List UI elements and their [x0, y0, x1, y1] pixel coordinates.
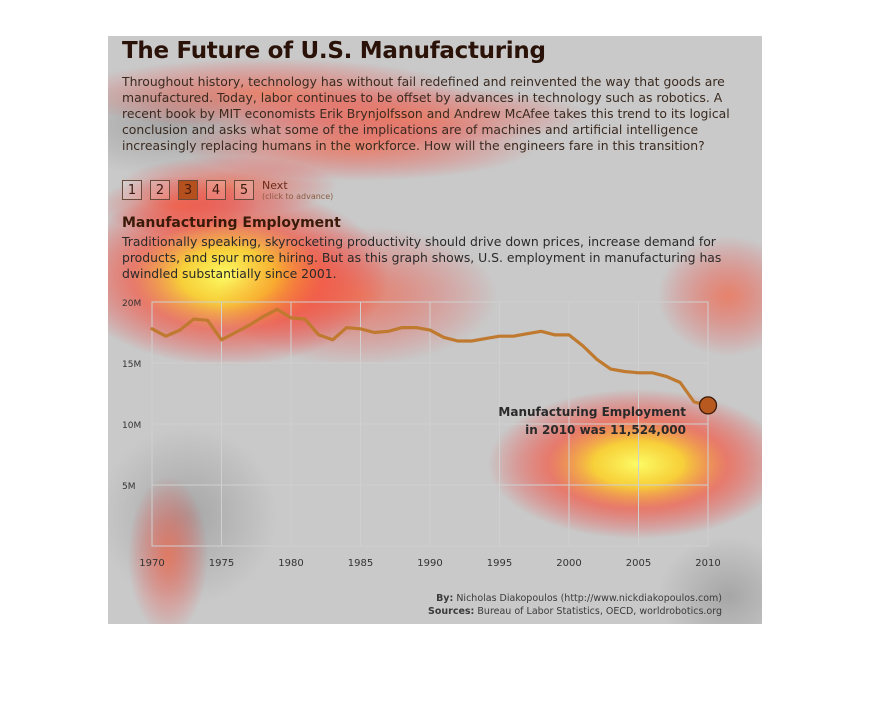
- annotation-line-2: in 2010 was 11,524,000: [525, 423, 686, 437]
- x-tick-label: 1970: [139, 558, 164, 569]
- y-tick-label: 10M: [122, 421, 141, 431]
- intro-paragraph: Throughout history, technology has witho…: [122, 74, 730, 153]
- next-hint: (click to advance): [262, 192, 334, 201]
- y-tick-label: 20M: [122, 299, 141, 309]
- x-tick-label: 2005: [626, 558, 651, 569]
- highlight-point: [698, 396, 718, 415]
- page-button-4[interactable]: 4: [206, 180, 226, 200]
- series-line: [150, 307, 710, 407]
- credits-sources: Sources: Bureau of Labor Statistics, OEC…: [428, 605, 722, 618]
- page-button-1[interactable]: 1: [122, 180, 142, 200]
- page-button-2[interactable]: 2: [150, 180, 170, 200]
- x-tick-label: 1985: [348, 558, 373, 569]
- credits-sources-text: Bureau of Labor Statistics, OECD, worldr…: [477, 606, 722, 617]
- credits-by: By: Nicholas Diakopoulos (http://www.nic…: [428, 592, 722, 605]
- infographic-panel: The Future of U.S. Manufacturing Through…: [108, 36, 762, 624]
- chart-annotation: Manufacturing Employment in 2010 was 11,…: [498, 405, 686, 437]
- credits-by-label: By:: [436, 593, 454, 604]
- x-axis-ticks: 1970 1975 1980 1985 1990 1995 2000 2005 2010: [139, 558, 720, 569]
- x-tick-label: 1990: [417, 558, 442, 569]
- credits: By: Nicholas Diakopoulos (http://www.nic…: [428, 592, 722, 618]
- chart-series: [150, 307, 718, 415]
- section-heading: Manufacturing Employment: [122, 215, 341, 231]
- chart-grid: [151, 301, 709, 547]
- annotation-line-1: Manufacturing Employment: [498, 405, 686, 419]
- section-paragraph: Traditionally speaking, skyrocketing pro…: [122, 234, 722, 281]
- employment-line-chart: 5M 10M 15M 20M 1970 1975 1980 1985 1990 1995 2000…: [122, 299, 721, 569]
- next-link[interactable]: Next: [262, 179, 288, 192]
- y-tick-label: 5M: [122, 482, 136, 492]
- x-tick-label: 2000: [556, 558, 581, 569]
- credits-sources-label: Sources:: [428, 606, 475, 617]
- page-title: The Future of U.S. Manufacturing: [122, 38, 546, 64]
- page-button-5[interactable]: 5: [234, 180, 254, 200]
- credits-by-text: Nicholas Diakopoulos (http://www.nickdia…: [456, 593, 722, 604]
- y-tick-label: 15M: [122, 360, 141, 370]
- x-tick-label: 2010: [695, 558, 720, 569]
- x-tick-label: 1975: [209, 558, 234, 569]
- page-button-3[interactable]: 3: [178, 180, 198, 200]
- x-tick-label: 1995: [487, 558, 512, 569]
- x-tick-label: 1980: [278, 558, 303, 569]
- y-axis-ticks: 5M 10M 15M 20M: [122, 299, 141, 492]
